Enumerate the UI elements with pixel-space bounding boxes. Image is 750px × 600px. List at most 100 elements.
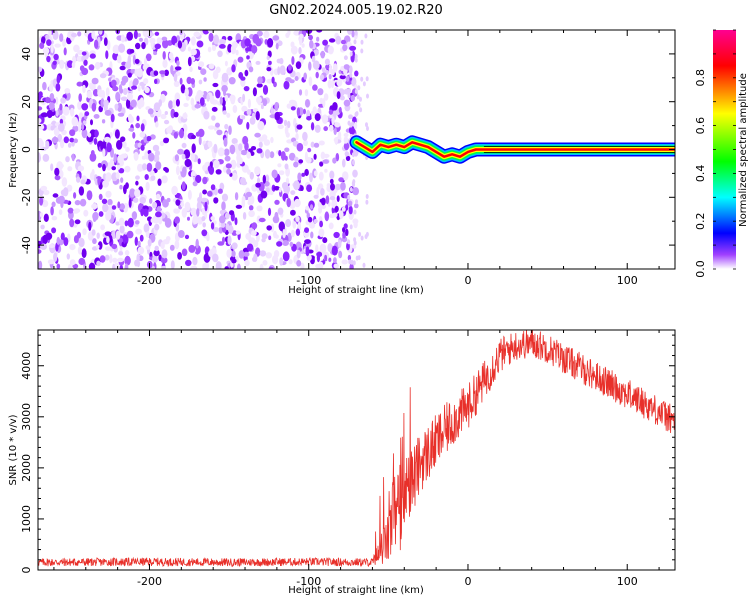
noise-blob bbox=[272, 35, 280, 41]
noise-blob bbox=[125, 98, 131, 109]
noise-blob bbox=[166, 126, 173, 134]
noise-blob bbox=[341, 259, 348, 265]
colorbar-gradient bbox=[713, 30, 736, 269]
noise-blob bbox=[175, 165, 180, 176]
noise-blob bbox=[139, 131, 146, 138]
noise-blob bbox=[118, 168, 125, 174]
noise-blob bbox=[78, 257, 86, 266]
noise-blob bbox=[99, 255, 106, 263]
noise-blob bbox=[166, 197, 171, 203]
noise-blob bbox=[276, 241, 283, 247]
noise-blob bbox=[43, 213, 49, 222]
noise-blob bbox=[173, 111, 179, 118]
noise-blob bbox=[81, 55, 85, 62]
noise-blob bbox=[153, 249, 160, 257]
noise-blob bbox=[299, 36, 303, 46]
noise-blob bbox=[278, 187, 282, 193]
noise-blob bbox=[352, 169, 358, 178]
noise-blob bbox=[119, 184, 123, 190]
snr-xlabel: Height of straight line (km) bbox=[288, 585, 424, 596]
noise-blob bbox=[310, 122, 315, 131]
noise-blob bbox=[304, 168, 309, 177]
noise-blob bbox=[153, 154, 160, 163]
noise-blob bbox=[38, 139, 44, 149]
noise-blob bbox=[225, 163, 232, 169]
noise-blob bbox=[111, 166, 116, 171]
noise-blob bbox=[277, 207, 284, 215]
noise-blob bbox=[164, 69, 169, 77]
noise-blob bbox=[360, 39, 364, 45]
noise-blob bbox=[116, 165, 121, 170]
noise-blob bbox=[170, 65, 174, 75]
noise-blob bbox=[327, 79, 332, 89]
noise-blob bbox=[135, 175, 140, 180]
y-tick-label: 20 bbox=[20, 95, 33, 109]
noise-blob bbox=[340, 181, 346, 191]
noise-blob bbox=[338, 250, 343, 259]
noise-blob bbox=[199, 97, 205, 106]
noise-blob bbox=[54, 175, 61, 181]
noise-blob bbox=[251, 230, 257, 237]
noise-blob bbox=[248, 66, 254, 73]
noise-blob bbox=[153, 51, 158, 56]
noise-blob bbox=[134, 236, 138, 246]
noise-blob bbox=[150, 38, 154, 49]
noise-blob bbox=[161, 212, 166, 219]
noise-blob bbox=[366, 126, 369, 131]
snr-ylabel: SNR (10 * v/v) bbox=[8, 414, 19, 485]
noise-blob bbox=[267, 38, 274, 48]
noise-blob bbox=[195, 238, 199, 249]
noise-blob bbox=[184, 87, 189, 97]
noise-blob bbox=[348, 125, 356, 135]
noise-blob bbox=[248, 205, 254, 211]
noise-blob bbox=[63, 136, 69, 144]
x-tick-label: 0 bbox=[464, 575, 471, 588]
noise-blob bbox=[63, 47, 67, 56]
noise-blob bbox=[348, 114, 353, 120]
noise-blob bbox=[288, 259, 293, 265]
noise-blob bbox=[40, 112, 48, 118]
noise-blob bbox=[51, 201, 56, 208]
noise-blob bbox=[339, 95, 345, 101]
noise-blob bbox=[84, 111, 90, 117]
noise-blob bbox=[150, 218, 155, 223]
noise-blob bbox=[161, 175, 168, 184]
noise-blob bbox=[183, 102, 189, 108]
noise-blob bbox=[279, 65, 286, 75]
noise-blob bbox=[149, 170, 155, 176]
noise-blob bbox=[91, 169, 95, 177]
noise-blob bbox=[287, 30, 291, 36]
noise-blob bbox=[124, 263, 129, 269]
noise-blob bbox=[294, 76, 299, 81]
noise-blob bbox=[328, 124, 334, 132]
noise-blob bbox=[316, 253, 320, 263]
noise-blob bbox=[336, 195, 340, 202]
noise-blob bbox=[337, 131, 342, 140]
noise-blob bbox=[274, 211, 279, 221]
noise-blob bbox=[354, 88, 358, 94]
noise-blob bbox=[131, 85, 138, 90]
noise-blob bbox=[213, 197, 219, 204]
noise-blob bbox=[173, 208, 178, 214]
noise-blob bbox=[359, 107, 363, 113]
noise-blob bbox=[211, 99, 219, 105]
noise-blob bbox=[220, 221, 226, 228]
noise-blob bbox=[314, 113, 321, 122]
noise-blob bbox=[196, 208, 200, 217]
noise-blob bbox=[234, 192, 239, 201]
snr-frame bbox=[37, 329, 676, 571]
noise-blob bbox=[266, 78, 273, 84]
noise-blob bbox=[183, 130, 187, 141]
noise-blob bbox=[162, 39, 169, 49]
noise-blob bbox=[226, 248, 233, 258]
noise-blob bbox=[39, 212, 44, 218]
noise-blob bbox=[201, 216, 206, 222]
noise-blob bbox=[204, 201, 208, 212]
noise-blob bbox=[271, 169, 278, 179]
noise-blob bbox=[264, 181, 270, 187]
colorbar-tick-label: 0.8 bbox=[694, 69, 707, 87]
noise-blob bbox=[281, 182, 289, 190]
noise-blob bbox=[181, 208, 187, 218]
noise-blob bbox=[312, 84, 318, 91]
